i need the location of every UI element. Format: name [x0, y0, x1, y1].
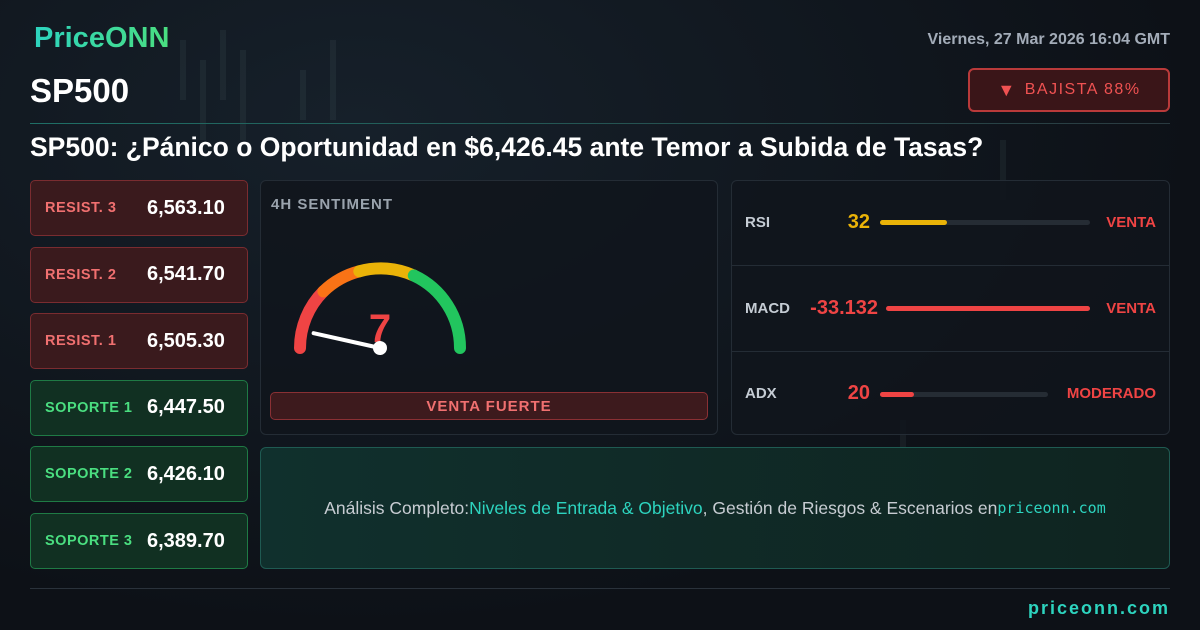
level-box: SOPORTE 2 6,426.10 [30, 446, 248, 503]
indicator-track [880, 220, 1090, 225]
down-icon: ▼ [997, 79, 1017, 100]
gauge-orange [317, 265, 366, 298]
footer-link: priceonn.com [1027, 598, 1170, 618]
level-label: SOPORTE 2 [45, 466, 133, 483]
level-box: RESIST. 1 6,505.30 [30, 313, 248, 370]
indicator-name: RSI [745, 214, 771, 231]
indicator-value: 20 [847, 382, 870, 405]
level-box: SOPORTE 1 6,447.50 [30, 379, 248, 436]
headline: SP500: ¿Pánico o Oportunidad en $6,426.4… [30, 132, 984, 162]
indicator-signal: VENTA [1106, 299, 1156, 317]
gauge-yellow [353, 262, 420, 282]
level-value: 6,389.70 [147, 529, 225, 552]
indicator-row: MACD -33.132 VENTA [731, 265, 1170, 350]
sentiment-title: 4H SENTIMENT [271, 196, 394, 213]
level-value: 6,541.70 [147, 263, 225, 286]
level-box: RESIST. 2 6,541.70 [30, 246, 248, 303]
indicator-bar [886, 306, 1090, 312]
indicator-name: ADX [745, 385, 777, 403]
trend-badge: ▼ BAJISTA 88% [968, 68, 1170, 112]
level-box: RESIST. 3 6,563.10 [30, 180, 248, 236]
level-value: 6,505.30 [147, 329, 225, 352]
level-label: RESIST. 2 [45, 266, 117, 283]
level-label: SOPORTE 1 [45, 399, 133, 416]
cta-panel: Análisis Completo: Niveles de Entrada & … [260, 447, 1170, 569]
brand-logo: PriceONN [34, 22, 170, 54]
indicator-bar [880, 220, 948, 225]
sentiment-signal: VENTA FUERTE [270, 392, 708, 420]
indicator-bar [880, 391, 914, 397]
indicator-row: ADX 20 MODERADO [731, 350, 1170, 436]
gauge-needle [311, 331, 382, 350]
indicator-signal: MODERADO [1066, 385, 1156, 403]
indicator-name: MACD [745, 299, 790, 317]
level-label: RESIST. 1 [45, 333, 117, 350]
cta-middle: , Gestión de Riesgos & Escenarios en [702, 497, 998, 518]
level-value: 6,563.10 [147, 196, 225, 219]
datetime: Viernes, 27 Mar 2026 16:04 GMT [927, 31, 1170, 48]
badge-text: BAJISTA 88% [1024, 81, 1141, 98]
gauge-red [293, 285, 330, 354]
indicator-row: RSI 32 VENTA [731, 180, 1170, 265]
cta-highlight: Niveles de Entrada & Objetivo [469, 497, 703, 518]
bottom-separator [30, 588, 1170, 589]
gauge-green [407, 269, 466, 354]
symbol: SP500 [30, 72, 130, 109]
gauge-value: 7 [369, 307, 391, 351]
level-value: 6,447.50 [147, 396, 225, 419]
level-value: 6,426.10 [147, 462, 225, 485]
indicator-track [880, 391, 1048, 397]
gauge: 7 [293, 262, 466, 355]
gauge-hub [373, 341, 387, 355]
level-label: SOPORTE 3 [45, 533, 133, 549]
indicator-value: -33.132 [810, 296, 878, 319]
cta-lead: Análisis Completo: [324, 497, 470, 518]
level-label: RESIST. 3 [45, 200, 117, 216]
cta-link: priceonn.com [997, 499, 1106, 517]
separator [30, 123, 1170, 124]
indicator-signal: VENTA [1106, 214, 1156, 231]
indicator-value: 32 [847, 211, 870, 233]
indicator-track [886, 306, 1090, 312]
level-box: SOPORTE 3 6,389.70 [30, 513, 248, 569]
